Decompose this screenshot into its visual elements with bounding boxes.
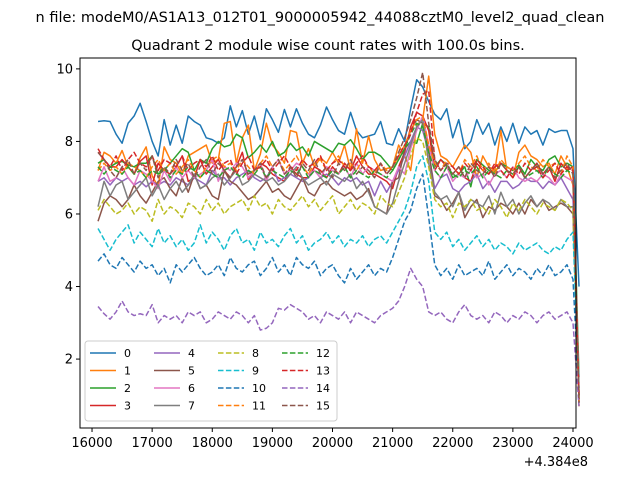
x-axis: 16000 17000 18000 19000 20000 21000 22000 23000…: [71, 428, 594, 451]
series-line-8: [97, 137, 580, 400]
legend-label: 3: [124, 400, 131, 413]
legend-label: 9: [252, 365, 259, 378]
y-tick-label: 10: [56, 62, 73, 77]
legend-label: 10: [252, 382, 266, 395]
series-line-12: [97, 122, 580, 403]
legend-label: 0: [124, 347, 131, 360]
legend-label: 7: [188, 400, 195, 413]
x-tick-label: 21000: [372, 436, 413, 451]
x-tick-label: 22000: [432, 436, 473, 451]
axes-frame: [79, 57, 577, 429]
series-line-14: [97, 267, 580, 407]
y-axis: 2 4 6 8 10: [56, 62, 80, 368]
legend-label: 11: [252, 400, 266, 413]
series-line-5: [97, 118, 580, 396]
series-line-6: [97, 115, 580, 389]
legend-label: 1: [124, 365, 131, 378]
legend-box: [84, 340, 338, 422]
legend-label: 4: [188, 347, 195, 360]
series-line-7: [97, 118, 580, 396]
legend-label: 8: [252, 347, 259, 360]
y-tick-label: 2: [65, 353, 73, 368]
series-line-10: [97, 173, 580, 396]
legend-label: 6: [188, 382, 195, 395]
x-tick-label: 18000: [192, 436, 233, 451]
legend-label: 2: [124, 382, 131, 395]
series-line-0: [97, 79, 580, 287]
series-line-11: [97, 115, 580, 407]
series-line-4: [97, 126, 580, 396]
series-line-15: [97, 71, 580, 403]
series-line-9: [97, 155, 580, 389]
x-tick-label: 23000: [492, 436, 533, 451]
legend-label: 13: [316, 365, 330, 378]
legend-label: 15: [316, 400, 330, 413]
legend-label: 14: [316, 382, 330, 395]
legend-label: 5: [188, 365, 195, 378]
y-tick-label: 8: [65, 135, 73, 150]
legend-label: 12: [316, 347, 330, 360]
x-tick-label: 16000: [71, 436, 112, 451]
x-tick-label: 19000: [252, 436, 293, 451]
y-tick-label: 4: [65, 280, 73, 295]
x-tick-label: 24000: [552, 436, 593, 451]
chart-title: Quadrant 2 module wise count rates with …: [131, 38, 525, 54]
figure-title: n file: modeM0/AS1A13_012T01_9000005942_…: [36, 10, 605, 26]
series-layer: [97, 71, 580, 407]
x-tick-label: 17000: [131, 436, 172, 451]
x-offset-label: +4.384e8: [524, 455, 588, 470]
x-tick-label: 20000: [312, 436, 353, 451]
plot-area: [79, 57, 580, 429]
y-tick-label: 6: [65, 207, 73, 222]
